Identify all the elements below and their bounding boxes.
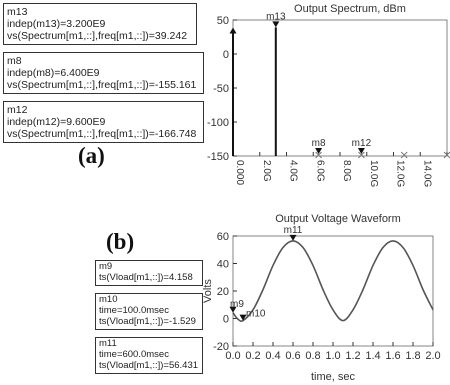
marker-time: time=100.0msec (99, 304, 169, 316)
marker-m12-label: m12 (352, 138, 372, 149)
marker-name: m8 (7, 55, 22, 67)
marker-readout-m10: m10 time=100.0msec ts(Vload[m1,::])=-1.5… (95, 293, 203, 330)
waveform-chart: Output Voltage Waveform 60 40 20 0 -200.0 0.2 0… (202, 213, 441, 383)
marker-m9-triangle (229, 306, 237, 313)
y-tick-label: -50 (213, 83, 229, 95)
spectral-line-floor (315, 151, 322, 159)
marker-name: m10 (99, 294, 118, 305)
x-tick-label: 2.0G (261, 160, 272, 182)
dc-marker-arrow (229, 27, 237, 34)
x-tick-label: 0.2 (245, 350, 260, 362)
x-tick-label: 4.0G (288, 160, 299, 182)
marker-readout-m8: m8 indep(m8)=6.400E9 vs(Spectrum[m1,::],… (3, 52, 204, 95)
marker-value: ts(Vload[m1,::])=-1.529 (99, 315, 196, 327)
marker-value: vs(Spectrum[m1,::],freq[m1,::])=-166.748 (7, 128, 197, 141)
marker-name: m13 (7, 6, 28, 18)
marker-m8-label: m8 (312, 138, 326, 149)
x-tick-label: 1.8 (405, 350, 420, 362)
y-tick-label: 60 (217, 231, 229, 243)
y-tick-label: -20 (213, 341, 229, 353)
x-tick-label: 1.4 (365, 350, 380, 362)
x-tick-label: 14.0G (421, 160, 432, 187)
marker-m13-label: m13 (266, 11, 286, 22)
marker-m11-triangle (289, 234, 297, 241)
plot-frame (232, 19, 448, 157)
marker-m10-label: m10 (246, 309, 266, 320)
spectral-line-floor (400, 151, 408, 159)
y-tick-label: 40 (217, 259, 229, 271)
spectrum-chart: Output Spectrum, dBm 50 0 -50 -100 -150 0.000 2… (207, 3, 450, 187)
marker-value: ts(Vload[m1,::])=4.158 (99, 271, 193, 283)
panel-label-a: (a) (78, 143, 105, 168)
marker-time: time=600.0msec (99, 348, 169, 360)
y-tick-label: 20 (217, 286, 229, 298)
spectral-line-floor (358, 151, 365, 159)
marker-readout-m9: m9 ts(Vload[m1,::])=4.158 (95, 260, 203, 286)
marker-readout-m13: m13 indep(m13)=3.200E9 vs(Spectrum[m1,::… (3, 3, 197, 46)
marker-m10-triangle (239, 314, 247, 321)
marker-value: vs(Spectrum[m1,::],freq[m1,::])=-155.161 (7, 79, 197, 92)
marker-indep: indep(m13)=3.200E9 (7, 18, 106, 31)
marker-m11-label: m11 (284, 225, 303, 236)
x-tick-label: 16.0G (448, 160, 450, 187)
marker-name: m9 (99, 261, 113, 272)
marker-value: ts(Vload[m1,::])=56.431 (99, 359, 199, 371)
marker-value: vs(Spectrum[m1,::],freq[m1,::])=39.242 (7, 30, 188, 43)
marker-m9-label: m9 (230, 299, 244, 310)
x-tick-label: 6.0G (314, 160, 325, 182)
y-axis-label: Volts (202, 279, 214, 303)
marker-readout-m11: m11 time=600.0msec ts(Vload[m1,::])=56.4… (95, 337, 203, 374)
x-tick-label: 1.6 (385, 350, 400, 362)
x-tick-label: 10.0G (368, 160, 379, 187)
marker-m13-triangle (272, 21, 280, 28)
chart-title: Output Spectrum, dBm (294, 3, 406, 15)
voltage-series-line (232, 240, 434, 323)
x-tick-label: 0.0 (225, 350, 240, 362)
x-tick-label: 12.0G (395, 160, 406, 187)
x-tick-label: 8.0G (341, 160, 352, 182)
x-tick-label: 1.0 (325, 350, 340, 362)
x-tick-label: 0.4 (265, 350, 280, 362)
marker-name: m11 (99, 338, 117, 349)
x-tick-label: 0.000 (234, 160, 245, 185)
y-tick-label: 0 (223, 49, 229, 61)
chart-title: Output Voltage Waveform (275, 213, 401, 225)
y-tick-label: 0 (223, 314, 229, 326)
marker-m12-triangle (357, 147, 365, 154)
y-tick-label: -150 (207, 151, 229, 163)
panel-label-b: (b) (106, 229, 135, 254)
x-tick-label: 2.0 (425, 350, 440, 362)
spectral-line-floor (443, 151, 450, 159)
y-tick-label: -100 (207, 117, 229, 129)
x-tick-label: 0.6 (285, 350, 300, 362)
y-tick-label: 50 (217, 15, 229, 27)
marker-indep: indep(m12)=9.600E9 (7, 116, 106, 129)
marker-readout-m12: m12 indep(m12)=9.600E9 vs(Spectrum[m1,::… (3, 101, 204, 144)
marker-name: m12 (7, 104, 28, 116)
x-tick-label: 0.8 (305, 350, 320, 362)
x-axis-label: time, sec (311, 371, 356, 383)
marker-indep: indep(m8)=6.400E9 (7, 67, 100, 80)
x-tick-label: 1.2 (345, 350, 360, 362)
marker-m8-triangle (315, 147, 323, 154)
